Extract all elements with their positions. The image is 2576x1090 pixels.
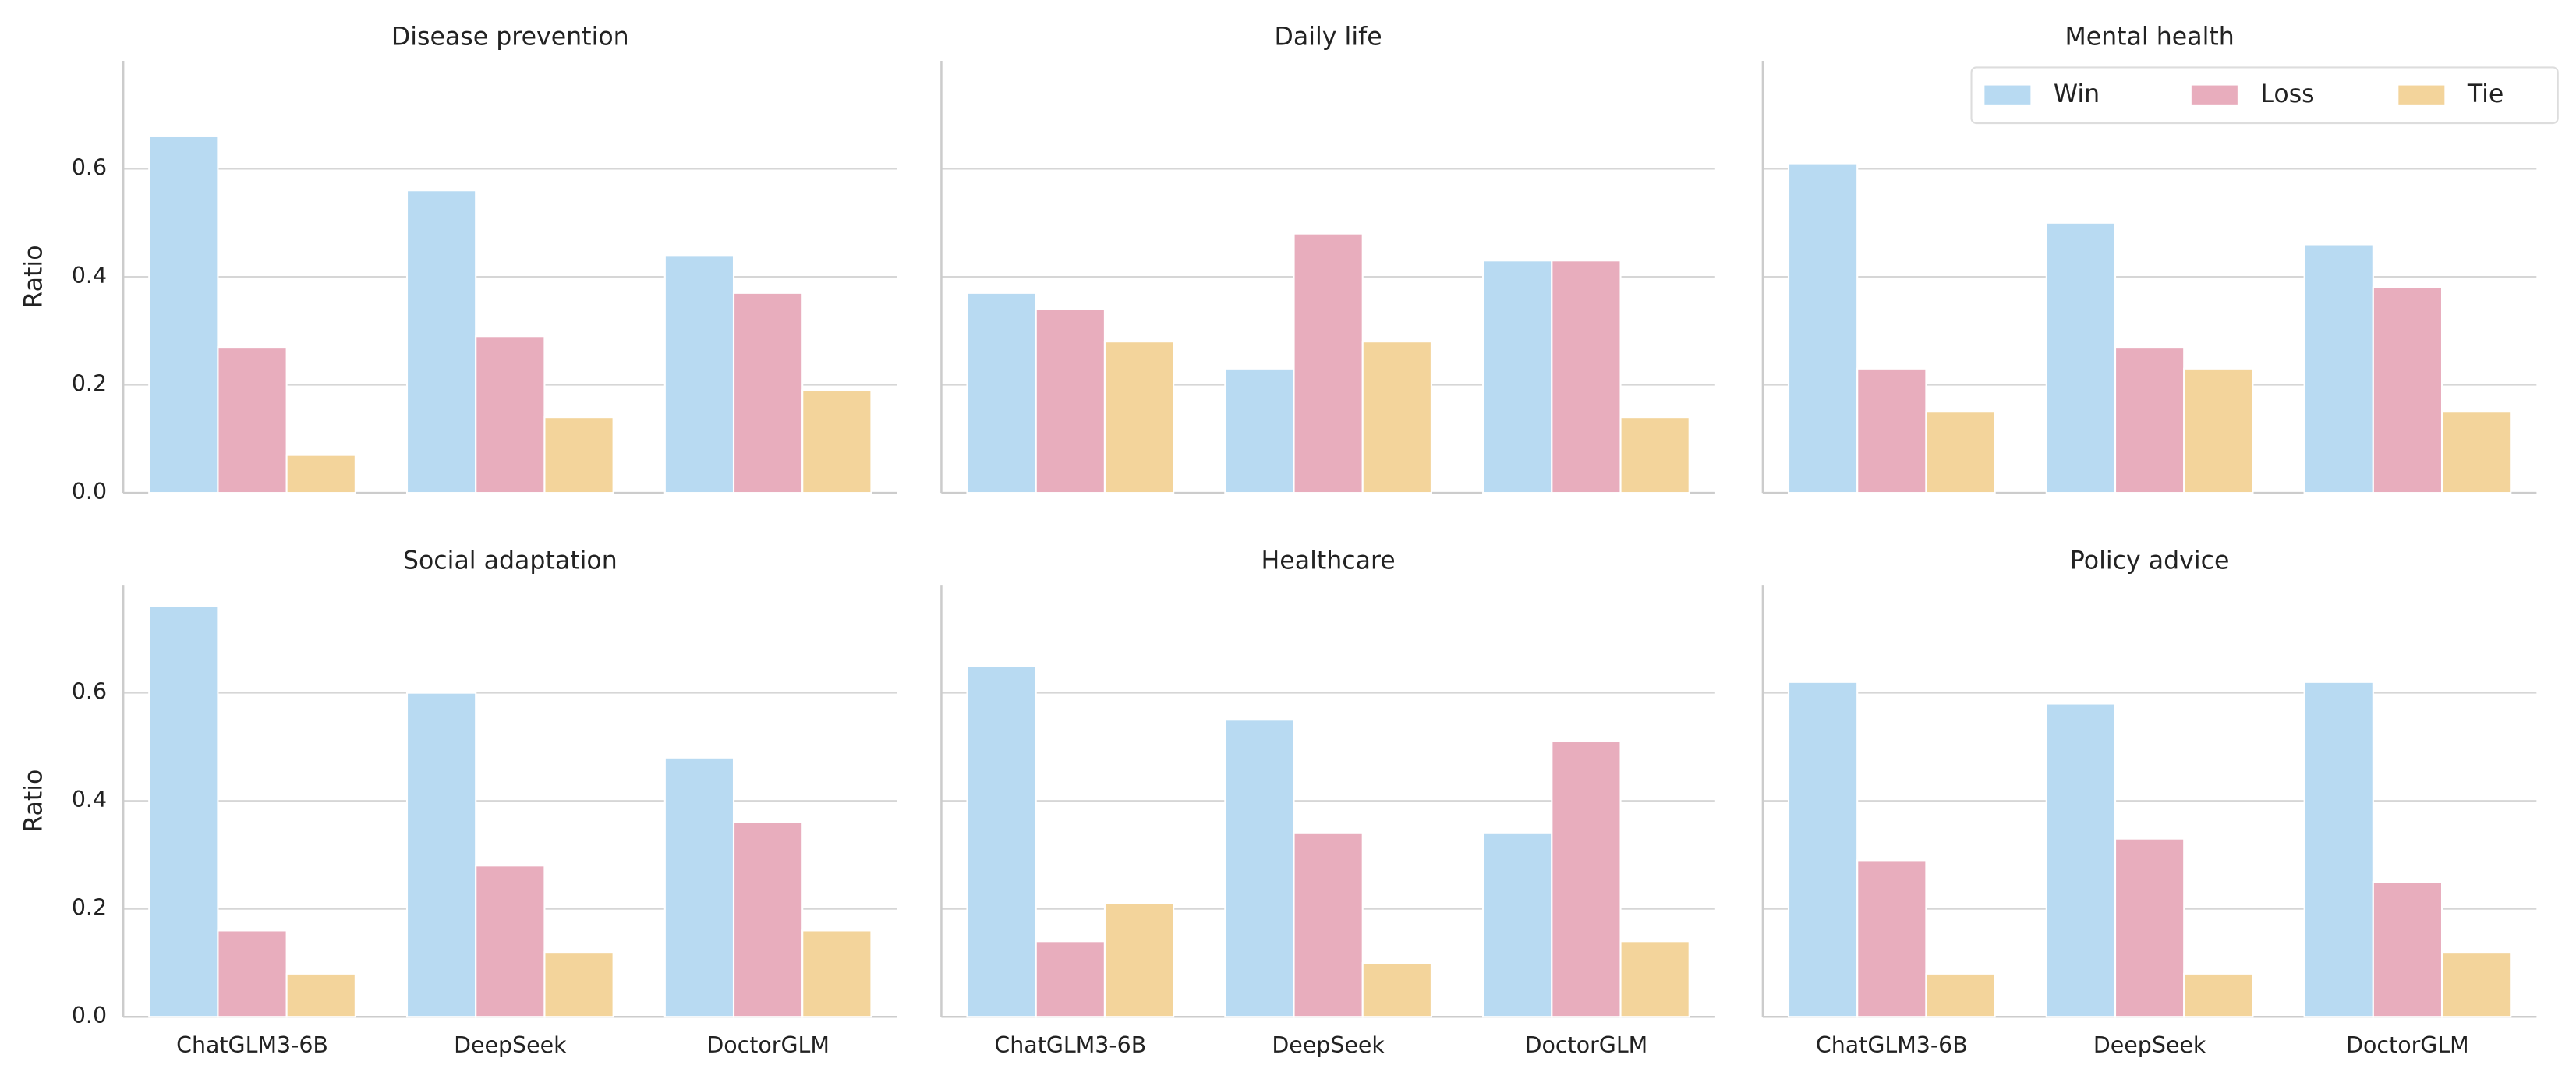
bar (148, 605, 219, 1018)
subplot-title: Social adaptation (403, 547, 617, 575)
x-tick-label: ChatGLM3-6B (1816, 1032, 1968, 1058)
subplot-title: Policy advice (2070, 547, 2230, 575)
legend-swatch (1984, 85, 2031, 105)
bar (1482, 260, 1553, 494)
bar (1103, 902, 1175, 1018)
bar (1551, 260, 1622, 494)
bar (1361, 341, 1432, 494)
y-tick-label: 0.4 (72, 787, 107, 812)
y-tick-label: 0.4 (72, 263, 107, 288)
x-tick-label: DoctorGLM (1525, 1032, 1648, 1058)
bar (2183, 367, 2254, 494)
bar (475, 865, 546, 1018)
bar (2372, 286, 2443, 494)
x-tick-label: ChatGLM3-6B (176, 1032, 328, 1058)
x-tick-label: DeepSeek (2093, 1032, 2206, 1058)
bar (2045, 702, 2117, 1018)
bar (1035, 940, 1106, 1018)
bar (1224, 719, 1295, 1018)
y-tick-label: 0.6 (72, 154, 107, 180)
bar (543, 416, 614, 494)
bar (1787, 681, 1859, 1018)
bar (1224, 367, 1295, 494)
y-tick-label: 0.0 (72, 1003, 107, 1028)
bar (801, 929, 872, 1018)
bar (2114, 346, 2185, 494)
subplot-title: Daily life (1275, 23, 1382, 51)
legend-label: Win (2054, 80, 2100, 108)
bar (2183, 972, 2254, 1018)
bar (148, 135, 219, 494)
x-tick-label: DoctorGLM (2346, 1032, 2469, 1058)
bar (1293, 232, 1364, 494)
bar (1925, 411, 1996, 494)
bar (1619, 940, 1690, 1018)
bar (801, 389, 872, 494)
x-tick-label: ChatGLM3-6B (994, 1032, 1146, 1058)
bar (2440, 411, 2512, 494)
legend-label: Loss (2260, 80, 2314, 108)
bar (1551, 740, 1622, 1018)
y-tick-label: 0.2 (72, 895, 107, 921)
x-tick-label: DoctorGLM (706, 1032, 830, 1058)
bar (2114, 837, 2185, 1018)
bar (1787, 162, 1859, 494)
bar (405, 692, 477, 1018)
bar (966, 664, 1037, 1018)
x-tick-label: DeepSeek (454, 1032, 567, 1058)
subplot-title: Healthcare (1261, 547, 1396, 575)
bar (732, 292, 804, 494)
bar (1361, 961, 1432, 1018)
bar (732, 821, 804, 1018)
bar (285, 454, 356, 494)
y-axis-label: Ratio (19, 770, 48, 833)
bar (1482, 832, 1553, 1018)
bar (217, 346, 288, 494)
y-tick-label: 0.0 (72, 479, 107, 504)
bar (217, 929, 288, 1018)
subplot-title: Mental health (2065, 23, 2234, 51)
bar (405, 189, 477, 494)
bar (2045, 221, 2117, 494)
bar (1856, 367, 1927, 494)
bar (663, 254, 735, 494)
legend-box (1970, 66, 2559, 125)
legend-swatch (2398, 85, 2445, 105)
bar (2440, 951, 2512, 1018)
bar (966, 292, 1037, 494)
legend-swatch (2191, 85, 2238, 105)
bar (1619, 416, 1690, 494)
y-tick-label: 0.6 (72, 679, 107, 705)
bar (663, 756, 735, 1018)
y-tick-label: 0.2 (72, 371, 107, 397)
y-axis-label: Ratio (19, 245, 48, 308)
bar (2303, 243, 2374, 494)
subplot-title: Disease prevention (391, 23, 629, 51)
bar (1035, 308, 1106, 494)
bar (475, 335, 546, 494)
legend-label: Tie (2467, 80, 2504, 108)
bar (285, 972, 356, 1018)
bar (1925, 972, 1996, 1018)
bar (1103, 341, 1175, 494)
bar (543, 951, 614, 1018)
x-tick-label: DeepSeek (1272, 1032, 1385, 1058)
bar (2372, 881, 2443, 1018)
bar (2303, 681, 2374, 1018)
bar (1293, 832, 1364, 1018)
bar (1856, 859, 1927, 1018)
